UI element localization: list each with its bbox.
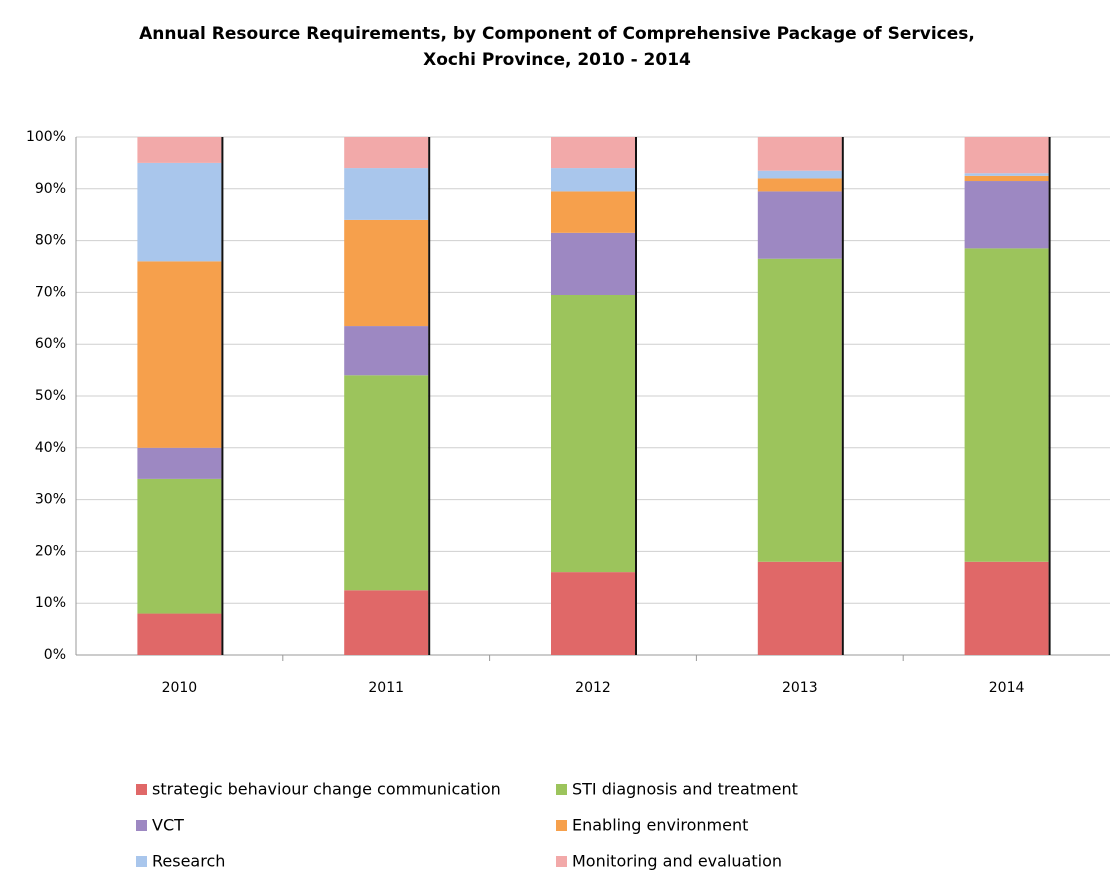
y-tick-label: 10%: [35, 595, 66, 611]
bar-segment: [344, 375, 429, 591]
y-tick-label: 80%: [35, 233, 66, 249]
bar-segment: [551, 294, 635, 573]
bar-segment: [137, 447, 222, 479]
legend-label: STI diagnosis and treatment: [572, 780, 798, 799]
legend-swatch: [556, 856, 567, 867]
legend-label: Enabling environment: [572, 816, 748, 835]
bar-segment: [757, 170, 842, 179]
x-tick-label: 2014: [989, 680, 1025, 696]
y-tick-label: 30%: [35, 492, 66, 508]
legend-swatch: [136, 820, 147, 831]
bar-segment: [551, 572, 635, 655]
bar-segment: [551, 191, 635, 233]
bar-segment: [757, 191, 842, 259]
legend-label: strategic behaviour change communication: [152, 780, 501, 799]
bar-segment: [964, 175, 1049, 182]
x-tick-label: 2012: [575, 680, 611, 696]
legend-label: Research: [152, 852, 225, 871]
legend-swatch: [556, 784, 567, 795]
bar-segment: [344, 590, 429, 655]
bar-segment: [964, 137, 1049, 174]
bar-segment: [137, 613, 222, 655]
bar-segment: [964, 248, 1049, 562]
bar-segment: [964, 181, 1049, 249]
y-tick-label: 20%: [35, 543, 66, 559]
legend-swatch: [136, 856, 147, 867]
legend-label: VCT: [152, 816, 184, 835]
legend-swatch: [556, 820, 567, 831]
bar-segment: [757, 178, 842, 192]
y-tick-label: 60%: [35, 336, 66, 352]
x-tick-label: 2010: [162, 680, 198, 696]
y-tick-label: 90%: [35, 181, 66, 197]
bar-segment: [551, 168, 635, 192]
bar-segment: [551, 137, 635, 169]
y-tick-label: 100%: [26, 129, 66, 145]
y-tick-label: 50%: [35, 388, 66, 404]
bar-segment: [137, 162, 222, 262]
y-tick-label: 70%: [35, 284, 66, 300]
bar-segment: [757, 137, 842, 171]
bar-segment: [137, 478, 222, 614]
bar-segment: [551, 232, 635, 295]
x-tick-label: 2011: [368, 680, 404, 696]
legend-swatch: [136, 784, 147, 795]
bar-segment: [757, 258, 842, 562]
legend-label: Monitoring and evaluation: [572, 852, 782, 871]
bar-segment: [344, 168, 429, 220]
bar-segment: [757, 561, 842, 655]
bar-segment: [344, 137, 429, 169]
bar-segment: [137, 261, 222, 448]
y-tick-label: 0%: [44, 647, 66, 663]
bar-segment: [137, 137, 222, 163]
bar-segment: [964, 561, 1049, 655]
chart-title: Annual Resource Requirements, by Compone…: [139, 24, 975, 44]
x-tick-label: 2013: [782, 680, 818, 696]
bar-segment: [344, 326, 429, 376]
bar-segment: [344, 219, 429, 327]
chart-title: Xochi Province, 2010 - 2014: [423, 50, 691, 70]
bar-segment: [964, 173, 1049, 176]
y-tick-label: 40%: [35, 440, 66, 456]
